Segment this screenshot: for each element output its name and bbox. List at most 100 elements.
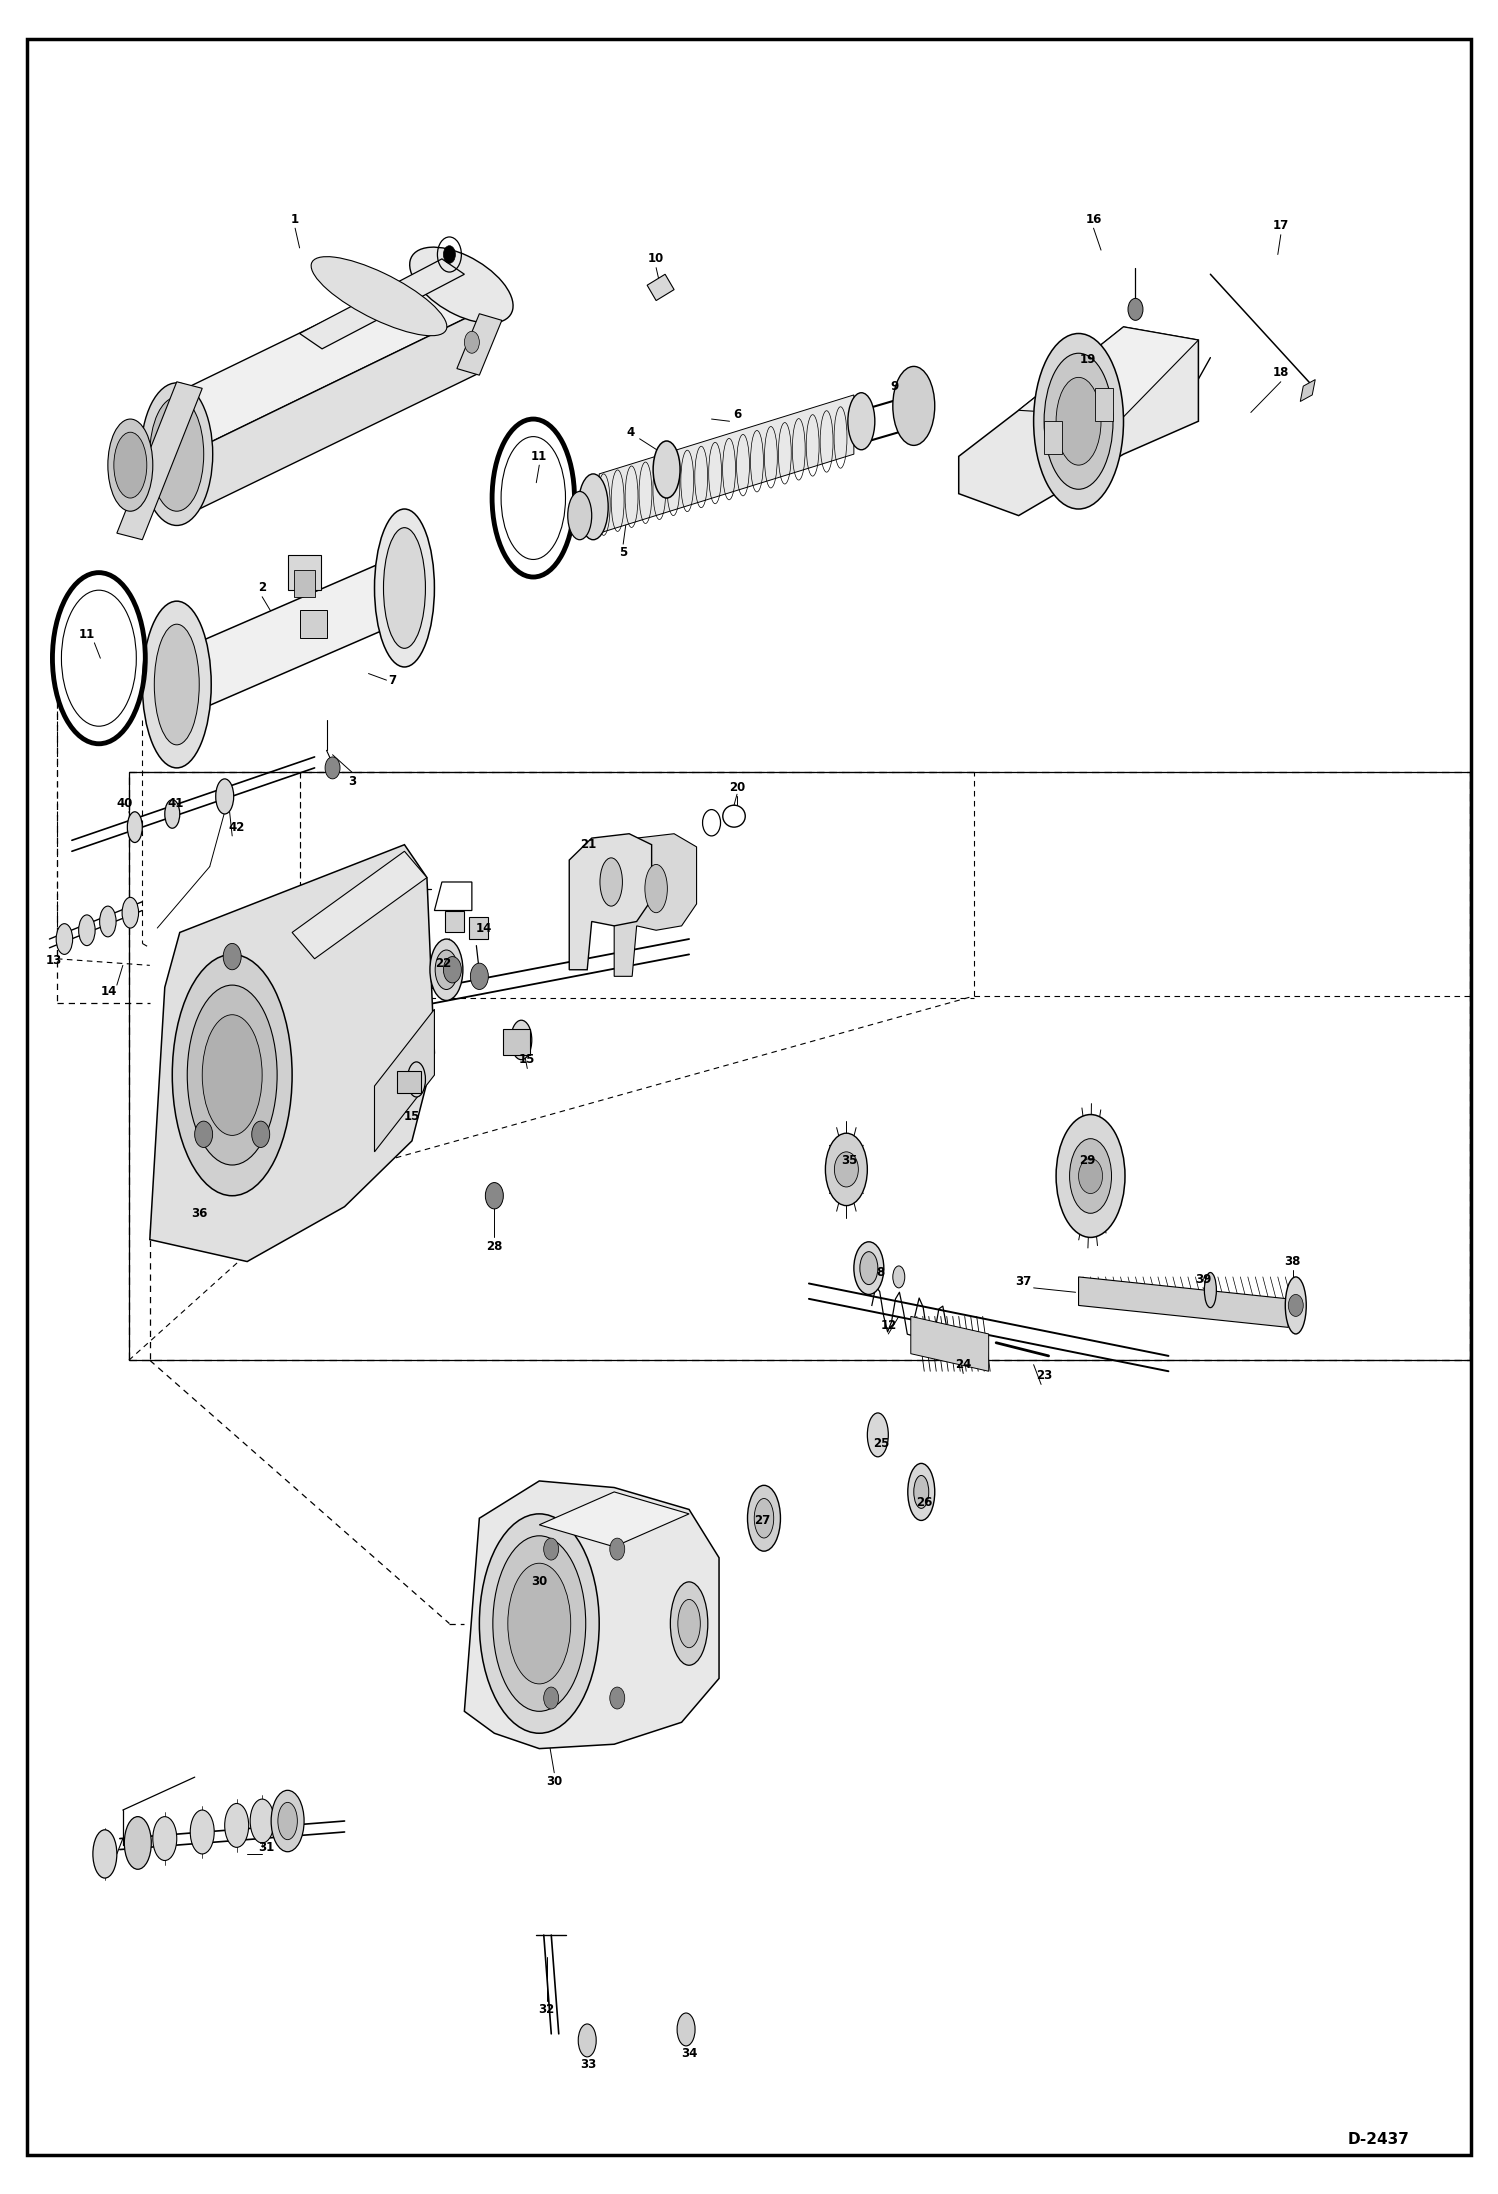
Text: 21: 21	[581, 838, 596, 851]
Text: 19: 19	[1080, 353, 1095, 366]
Ellipse shape	[150, 397, 204, 511]
Circle shape	[223, 943, 241, 970]
Text: 24: 24	[956, 1358, 971, 1371]
Polygon shape	[457, 314, 502, 375]
Bar	[469, 917, 488, 939]
Text: 35: 35	[842, 1154, 857, 1167]
Ellipse shape	[671, 1582, 709, 1665]
Ellipse shape	[127, 812, 142, 842]
Text: 5: 5	[619, 546, 628, 559]
Circle shape	[464, 331, 479, 353]
Ellipse shape	[312, 257, 446, 336]
Ellipse shape	[216, 779, 234, 814]
Text: 30: 30	[547, 1775, 562, 1788]
Ellipse shape	[407, 1062, 425, 1097]
Polygon shape	[959, 327, 1198, 516]
Text: 8: 8	[876, 1266, 885, 1279]
Bar	[503, 1029, 530, 1055]
Ellipse shape	[165, 801, 180, 827]
Ellipse shape	[1056, 1115, 1125, 1237]
Text: 22: 22	[436, 957, 451, 970]
Circle shape	[1288, 1294, 1303, 1316]
Ellipse shape	[1204, 1273, 1216, 1308]
Ellipse shape	[578, 474, 608, 540]
Text: 4: 4	[626, 426, 635, 439]
Text: 13: 13	[46, 954, 61, 968]
Polygon shape	[911, 1316, 989, 1371]
Ellipse shape	[644, 864, 668, 913]
Polygon shape	[539, 1492, 689, 1547]
Ellipse shape	[748, 1485, 780, 1551]
Text: 41: 41	[168, 796, 183, 810]
Text: 1: 1	[291, 213, 300, 226]
Ellipse shape	[121, 897, 138, 928]
Polygon shape	[292, 851, 427, 959]
Ellipse shape	[114, 432, 147, 498]
Text: 26: 26	[917, 1496, 932, 1509]
Ellipse shape	[653, 441, 680, 498]
Polygon shape	[464, 1481, 719, 1749]
Polygon shape	[614, 834, 697, 976]
Polygon shape	[647, 274, 674, 301]
Ellipse shape	[277, 1803, 297, 1839]
Text: 33: 33	[581, 2058, 596, 2071]
Circle shape	[443, 957, 461, 983]
Ellipse shape	[493, 1536, 586, 1711]
Text: 14: 14	[476, 921, 491, 935]
Text: 14: 14	[102, 985, 117, 998]
Ellipse shape	[153, 1817, 177, 1861]
Ellipse shape	[893, 1266, 905, 1288]
Text: 36: 36	[192, 1207, 207, 1220]
Text: 27: 27	[755, 1514, 770, 1527]
Ellipse shape	[78, 915, 96, 946]
Polygon shape	[374, 1009, 434, 1152]
Text: D-2437: D-2437	[1347, 2133, 1410, 2146]
Ellipse shape	[374, 509, 434, 667]
Ellipse shape	[190, 1810, 214, 1854]
Ellipse shape	[908, 1463, 935, 1520]
Text: 11: 11	[79, 627, 94, 641]
Circle shape	[325, 757, 340, 779]
Ellipse shape	[202, 1014, 262, 1136]
Ellipse shape	[124, 1817, 151, 1869]
Bar	[300, 610, 327, 638]
Ellipse shape	[1056, 377, 1101, 465]
Ellipse shape	[867, 1413, 888, 1457]
Ellipse shape	[860, 1251, 878, 1286]
Ellipse shape	[677, 2014, 695, 2045]
Ellipse shape	[1044, 353, 1113, 489]
Ellipse shape	[825, 1132, 867, 1207]
Bar	[1044, 421, 1062, 454]
Ellipse shape	[508, 1562, 571, 1685]
Circle shape	[544, 1538, 559, 1560]
Circle shape	[470, 963, 488, 989]
Ellipse shape	[677, 1599, 701, 1648]
Ellipse shape	[142, 601, 211, 768]
Polygon shape	[172, 255, 479, 452]
Circle shape	[443, 246, 455, 263]
Circle shape	[195, 1121, 213, 1147]
Circle shape	[1079, 1158, 1103, 1194]
Text: 40: 40	[117, 796, 132, 810]
Polygon shape	[599, 395, 854, 533]
Text: 3: 3	[348, 774, 357, 788]
Bar	[1095, 388, 1113, 421]
Ellipse shape	[479, 1514, 599, 1733]
Bar	[397, 1071, 421, 1093]
Ellipse shape	[893, 366, 935, 445]
Polygon shape	[300, 259, 464, 349]
Ellipse shape	[854, 1242, 884, 1294]
Ellipse shape	[93, 1830, 117, 1878]
Circle shape	[485, 1183, 503, 1209]
Ellipse shape	[568, 491, 592, 540]
Text: 38: 38	[1285, 1255, 1300, 1268]
Ellipse shape	[511, 1020, 532, 1060]
Ellipse shape	[1034, 333, 1124, 509]
Circle shape	[834, 1152, 858, 1187]
Text: 31: 31	[259, 1841, 274, 1854]
Circle shape	[610, 1687, 625, 1709]
Text: 42: 42	[229, 821, 244, 834]
Ellipse shape	[99, 906, 117, 937]
Ellipse shape	[57, 924, 72, 954]
Polygon shape	[150, 845, 434, 1262]
